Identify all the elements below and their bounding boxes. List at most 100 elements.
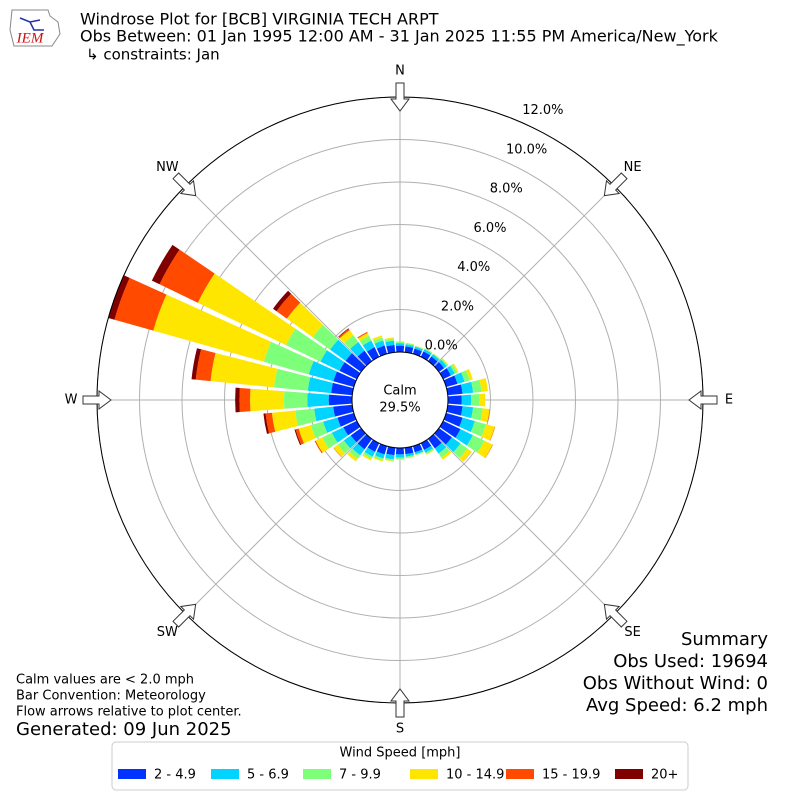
- compass-arrow: [172, 172, 197, 197]
- r-tick-label: 2.0%: [441, 299, 474, 314]
- bar-segment: [455, 429, 473, 446]
- compass-label: NE: [624, 160, 642, 175]
- legend-swatch: [303, 769, 331, 779]
- bar-segment: [466, 435, 485, 453]
- bar-segment: [357, 332, 370, 342]
- polar-plot: [82, 82, 718, 718]
- bar-segment: [470, 421, 487, 437]
- logo: IEM: [9, 9, 61, 47]
- compass-arrow: [82, 390, 112, 410]
- bar-segment: [294, 429, 302, 446]
- bar-segment: [415, 345, 424, 350]
- bar-segment: [197, 273, 296, 346]
- bar-segment: [263, 413, 270, 434]
- generated: Generated: 09 Jun 2025: [16, 719, 232, 740]
- bar-segment: [460, 406, 474, 419]
- bar-segment: [308, 361, 337, 382]
- bar-segment: [195, 349, 216, 382]
- bar-segment: [395, 457, 405, 460]
- bar-segment: [363, 451, 373, 459]
- bar-segment: [404, 446, 414, 455]
- bar-segment: [298, 425, 316, 444]
- bar-segment: [384, 459, 394, 462]
- bar-segment: [374, 340, 385, 349]
- bar-segment: [250, 388, 285, 412]
- bar-segment: [385, 340, 395, 347]
- bar-segment: [384, 457, 395, 461]
- bar-segment: [415, 451, 424, 456]
- bar-segment: [108, 275, 130, 320]
- bar-segment: [395, 458, 405, 460]
- arrow-shape: [82, 390, 112, 410]
- bar-segment: [350, 428, 366, 443]
- bar-segment: [235, 387, 240, 413]
- bar-segment: [320, 350, 345, 371]
- bar-segment: [414, 346, 423, 352]
- compass-label: N: [395, 64, 405, 79]
- bar-segment: [395, 447, 405, 455]
- bar-segment: [423, 349, 432, 356]
- bar-segment: [452, 363, 459, 373]
- arrow-shape: [172, 172, 197, 197]
- bar-segment: [347, 451, 358, 462]
- bar-segment: [307, 377, 333, 394]
- bar-segment: [357, 331, 368, 339]
- legend-swatch: [410, 769, 438, 779]
- bar-segment: [443, 375, 458, 388]
- arrow-shape: [603, 603, 628, 628]
- summary-line: Summary: [681, 629, 768, 650]
- compass-label: E: [725, 393, 733, 408]
- note: Flow arrows relative to plot center.: [16, 705, 242, 720]
- bar-segment: [375, 451, 385, 459]
- compass-arrow: [390, 82, 410, 112]
- bar-segment: [239, 387, 251, 413]
- arrow-shape: [390, 688, 410, 718]
- r-tick-label: 4.0%: [457, 260, 490, 275]
- bar-segment: [395, 342, 405, 344]
- bar-segment: [425, 448, 434, 455]
- bar-segment: [461, 394, 472, 406]
- bar-segment: [386, 446, 396, 456]
- legend-swatch: [211, 769, 239, 779]
- bar-segment: [372, 335, 383, 341]
- bar-segment: [376, 443, 388, 455]
- bar-segment: [345, 353, 366, 372]
- legend-box: [111, 741, 689, 791]
- bar-segment: [384, 337, 394, 341]
- bar-segment: [333, 371, 357, 388]
- bar-segment: [362, 340, 375, 352]
- bar-segment: [362, 454, 372, 461]
- bar-segment: [420, 351, 431, 361]
- grid-circle: [181, 181, 619, 619]
- bar-segment: [471, 379, 482, 393]
- bar-segment: [446, 365, 455, 376]
- bar-segment: [343, 420, 361, 436]
- bar-segment: [443, 412, 463, 427]
- bar-segment: [428, 356, 438, 366]
- bar-segment: [339, 329, 354, 343]
- bar-segment: [337, 412, 357, 427]
- arrow-shape: [603, 172, 628, 197]
- bar-segment: [295, 428, 304, 445]
- bar-segment: [374, 455, 384, 461]
- chart-title: Windrose Plot for [BCB] VIRGINIA TECH AR…: [80, 10, 439, 29]
- bar-segment: [439, 368, 451, 380]
- legend-label: 5 - 6.9: [247, 768, 289, 783]
- bar-segment: [446, 404, 463, 416]
- bar-segment: [286, 302, 324, 338]
- calm-label: Calm: [383, 384, 416, 399]
- bar-segment: [481, 424, 495, 441]
- bar-segment: [367, 439, 380, 452]
- compass-arrow: [390, 688, 410, 718]
- bar-segment: [312, 324, 339, 350]
- bar-segment: [404, 346, 414, 354]
- bar-segment: [434, 442, 447, 454]
- bar-segment: [405, 344, 414, 348]
- chart-subtitle: Obs Between: 01 Jan 1995 12:00 AM - 31 J…: [80, 27, 719, 47]
- bar-segment: [322, 432, 338, 449]
- bar-segment: [461, 370, 470, 382]
- bar-segment: [445, 437, 461, 453]
- bar-segment: [487, 408, 491, 423]
- bar-segment: [415, 345, 424, 349]
